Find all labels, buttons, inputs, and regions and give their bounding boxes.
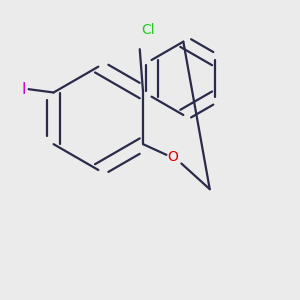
Text: I: I [21,82,26,97]
Text: O: O [168,151,178,164]
Text: Cl: Cl [141,23,155,37]
